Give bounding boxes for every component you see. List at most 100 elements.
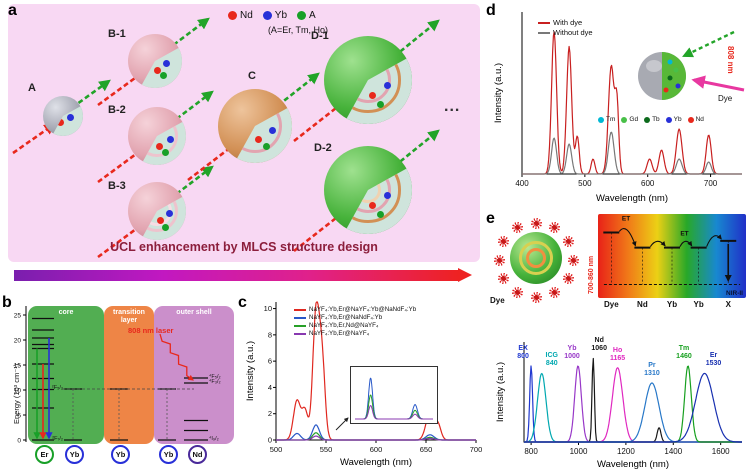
gradient-arrow-head [458,268,472,282]
energy-axis-label: Energy (10³ cm⁻¹) [12,363,21,424]
x-tick-label: 600 [370,445,383,454]
ion-legend: Nd Yb A [228,10,316,21]
dye-ion-label: Tb [652,116,660,123]
x-tick-label: 550 [320,445,333,454]
dye-molecule-core [501,239,507,244]
level-label: ²F₅/₂ [51,385,63,391]
structure-label: D-1 [311,30,329,42]
shell-ring [345,57,391,103]
shell-ring [519,241,553,275]
nanoparticle-sphere [218,89,292,163]
x-tick-label: 1000 [570,447,588,456]
ion-color-dot [228,11,237,20]
dye-molecule [549,222,560,234]
nanoparticle-sphere [128,182,186,240]
level-label: ⁴I₉/₂ [209,436,219,442]
dopant-ion-dot [368,202,376,210]
ion-circle: Er [35,445,54,464]
sphere-cut-face [232,103,292,163]
dye-label: Dye [718,94,733,103]
series-line [354,377,434,420]
panel-label-e: e [486,210,495,227]
axes [523,342,742,443]
x-axis-label: Wavelength (nm) [597,459,669,470]
dye-molecule-core [501,276,507,281]
excitation-arrow [97,70,145,107]
ion-circle: Yb [65,445,84,464]
dye-legend-item: Gd [621,116,638,123]
dye-molecule [562,236,574,247]
series-line [354,405,434,420]
structure-label: D-2 [314,142,332,154]
x-tick-label: 500 [270,445,283,454]
nanoparticle-sphere [128,107,186,165]
nir-spectra: 800 1000 1200 1400 1600 Wavelength (nm) Intens… [495,342,742,470]
y-tick-label: 5 [17,413,21,420]
nir-ii-label: NIR-II [726,290,743,297]
et-ion-label: X [725,300,731,309]
excitation-arrow [97,221,146,259]
excitation-808-arrow [682,30,735,58]
energy-transfer-panel: NIR-II ET ET [598,214,746,298]
dye-color-dot [598,116,604,123]
y-tick-label: 0 [17,438,21,445]
series-line [524,367,742,443]
dye-molecule [498,273,510,284]
dye-spectrum: 400 500 600 700 Wavelength (nm) Intensity (a.… [493,12,742,204]
legend-item: Without dye [538,28,593,38]
dopant-ion-dot [156,142,164,150]
series-line [522,131,742,175]
dopant-ion-dot [262,143,270,151]
dye-color-dot [665,116,672,123]
energy-diagram: 0 5 10 15 20 25 [14,306,208,445]
energy-transfer-diagram: ET ET [603,215,741,286]
dopant-ion-dot [376,210,384,218]
x-tick-label: 650 [420,445,433,454]
nanoparticle-sphere [324,146,412,234]
dopant-ion-dot [57,118,65,126]
dye-legend-item: Tb [644,116,660,123]
ion-circle: Nd [188,445,207,464]
legend-swatch [294,333,306,336]
ellipsis: ... [444,98,461,115]
dye-legend-item: Nd [687,116,704,123]
x-tick-label: 800 [524,447,538,456]
et-arrow [679,240,693,247]
ion-legend-item: Yb [262,10,287,21]
dye-label: Dye [490,296,505,305]
dopant-ion-dot [383,191,391,199]
x-tick-label: 1600 [712,447,730,456]
et-arrow [649,240,666,247]
dye-spectrum-chart: 400 500 600 700 Wavelength (nm) Intensity (a.… [492,6,750,204]
dopant-ion-dot [166,210,174,218]
dye-ion-label: Nd [695,116,704,123]
dopant-dot [663,87,669,93]
y-axis-label: Intensity (a.u.) [245,341,256,401]
x-tick-label: 700 [470,445,482,454]
series-line [524,372,742,443]
dopant-ion-dot [383,81,391,89]
legend-swatch [294,317,306,320]
structure-label: B-1 [108,28,126,40]
dye-arrow [691,75,745,92]
dye-color-dot [644,116,651,123]
dopant-ion-dot [376,100,384,108]
nanoparticle-sphere [43,96,83,136]
nir-spectra-chart: 800 1000 1200 1400 1600 Wavelength (nm) Intens… [494,322,748,470]
structure-label: B-3 [108,180,126,192]
dye-legend: With dye Without dye [538,18,593,38]
y-axis-label: Intensity (a.u.) [495,362,506,422]
inset-sphere-cut [662,52,686,100]
x-tick-label: 400 [515,179,529,188]
shell-ring [341,163,401,223]
dopant-color-legend: Tm Gd Tb Yb Nd [598,116,704,123]
spectrum-inset [350,366,438,424]
dye-molecule [562,273,574,284]
legend-swatch [294,309,306,312]
ion-color-dot [297,11,307,20]
shell-ring [526,248,546,268]
shell-region-label: outer shell [176,309,212,316]
x-tick-label: 500 [578,179,592,188]
dopant-ion-dot [268,126,276,134]
et-label: ET [680,231,688,238]
